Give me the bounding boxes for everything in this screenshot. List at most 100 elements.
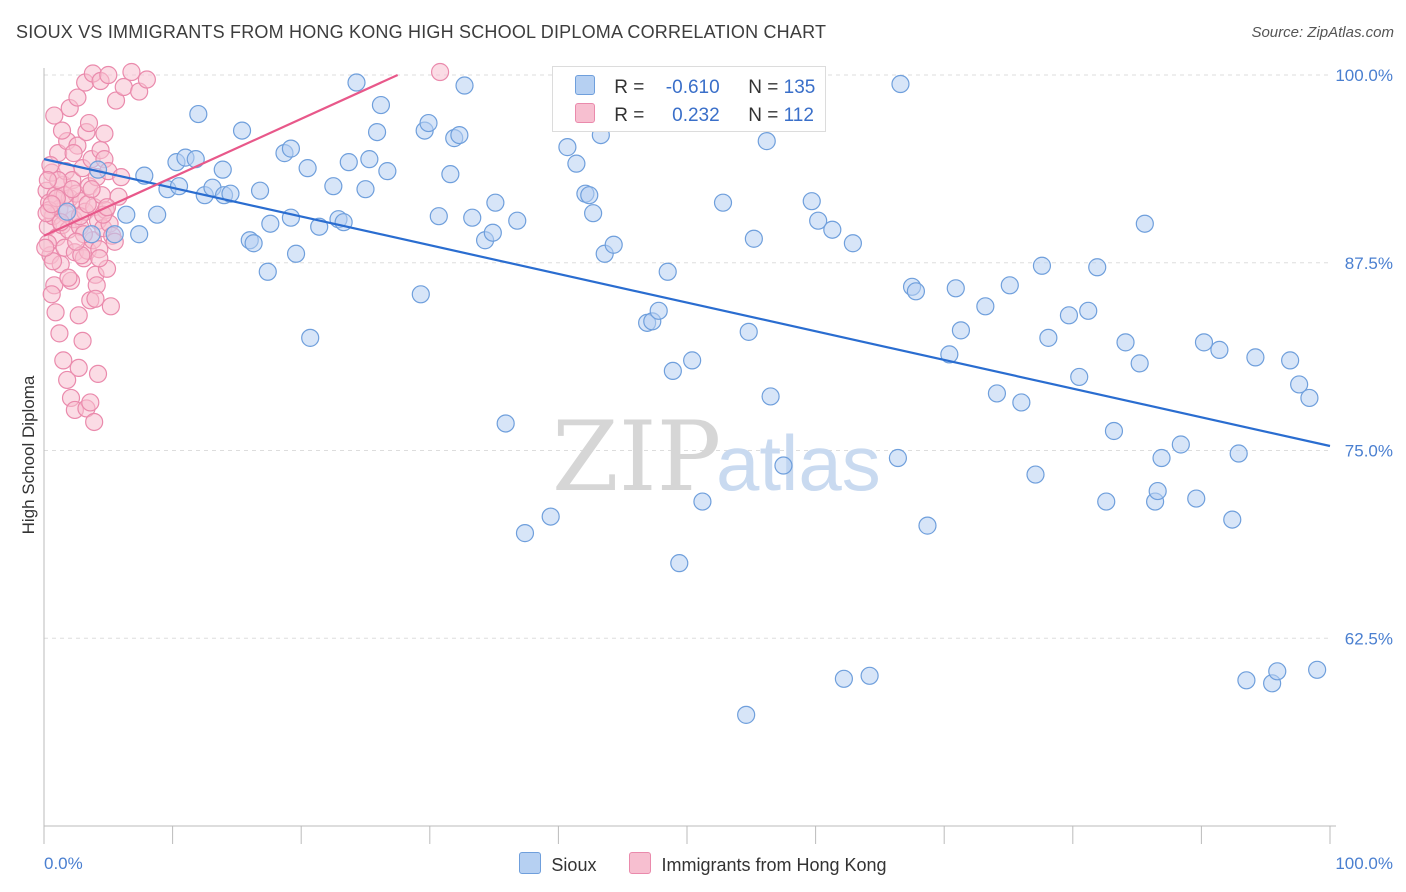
sioux-point xyxy=(378,162,397,181)
hk-swatch xyxy=(575,103,595,123)
sioux-point xyxy=(918,516,937,535)
sioux-point xyxy=(360,150,379,169)
series-sioux-points xyxy=(58,73,1327,724)
hk-point xyxy=(64,144,83,163)
hk-point xyxy=(86,289,105,308)
sioux-point xyxy=(1237,671,1256,690)
hk-point xyxy=(106,91,126,110)
y-tick-label: 75.0% xyxy=(1345,442,1393,461)
hk-point xyxy=(69,306,88,325)
hk-point xyxy=(58,370,77,390)
trendlines xyxy=(43,74,1331,448)
hk-point xyxy=(36,238,55,257)
hk-point xyxy=(95,124,114,143)
sioux-point xyxy=(843,234,862,253)
hk-point xyxy=(90,249,109,268)
x-tick-label: 100.0% xyxy=(1335,854,1393,873)
sioux-point xyxy=(744,229,763,248)
sioux-point xyxy=(250,181,270,200)
sioux-point xyxy=(148,205,167,224)
sioux-point xyxy=(169,177,189,196)
sioux-point xyxy=(1152,448,1171,468)
sioux-point xyxy=(486,193,505,212)
hk-point xyxy=(45,106,64,125)
sioux-point xyxy=(258,262,277,281)
sioux-point xyxy=(649,301,668,320)
sioux-point xyxy=(987,384,1007,403)
hk-swatch xyxy=(629,852,652,874)
sioux-point xyxy=(367,122,387,142)
chart-title: SIOUX VS IMMIGRANTS FROM HONG KONG HIGH … xyxy=(16,22,827,42)
sioux-point xyxy=(429,207,448,226)
sioux-point xyxy=(419,113,438,133)
sioux-point xyxy=(1281,351,1300,370)
legend-item-hk: Immigrants from Hong Kong xyxy=(629,852,887,876)
sioux-point xyxy=(298,159,317,178)
series-legend: Sioux Immigrants from Hong Kong xyxy=(0,852,1406,876)
sioux-point xyxy=(1135,214,1154,233)
series-hk-points xyxy=(36,62,450,432)
hk-point xyxy=(73,331,92,350)
sioux-point xyxy=(809,211,828,230)
sioux-point xyxy=(515,524,535,543)
sioux-point xyxy=(1246,348,1265,367)
sioux-point xyxy=(324,177,343,196)
legend-n-label: N = xyxy=(748,77,779,98)
sioux-point xyxy=(301,328,320,347)
sioux-point xyxy=(860,666,879,685)
sioux-point xyxy=(774,456,793,475)
sioux-point xyxy=(658,262,677,281)
sioux-point xyxy=(371,95,391,115)
y-tick-label: 100.0% xyxy=(1335,66,1393,85)
sioux-point xyxy=(508,211,527,230)
sioux-point xyxy=(1300,388,1319,408)
sioux-point xyxy=(483,223,502,242)
sioux-point xyxy=(604,235,623,254)
trendline-sioux xyxy=(43,158,1331,448)
sioux-point xyxy=(888,448,908,468)
trendline-hk xyxy=(43,74,399,237)
hk-point xyxy=(54,351,73,370)
hk-point xyxy=(101,297,120,316)
legend-row-sioux: R = -0.610 N = 135 xyxy=(575,75,815,103)
sioux-point xyxy=(1000,276,1019,295)
sioux-point xyxy=(761,387,780,406)
legend-n-value: 135 xyxy=(783,77,816,98)
sioux-point xyxy=(1229,444,1248,463)
sioux-point xyxy=(339,153,358,172)
sioux-point xyxy=(1088,258,1107,277)
sioux-point xyxy=(1079,301,1098,320)
x-tick-label: 0.0% xyxy=(44,854,83,873)
sioux-point xyxy=(1097,492,1116,511)
legend-label-sioux: Sioux xyxy=(551,855,597,875)
hk-point xyxy=(122,62,141,82)
sioux-point xyxy=(1104,421,1124,441)
sioux-point xyxy=(1148,481,1167,501)
sioux-point xyxy=(580,186,599,205)
sioux-point xyxy=(946,279,965,298)
hk-point xyxy=(63,180,82,199)
legend-n-value: 112 xyxy=(783,105,814,126)
sioux-point xyxy=(221,184,240,203)
sioux-point xyxy=(1032,256,1052,275)
hk-point xyxy=(82,180,101,199)
hk-point xyxy=(52,121,72,140)
y-tick-label: 87.5% xyxy=(1345,254,1393,273)
hk-point xyxy=(67,232,86,251)
sioux-point xyxy=(455,76,474,95)
sioux-point xyxy=(584,204,603,223)
sioux-point xyxy=(411,285,430,304)
sioux-point xyxy=(286,244,306,263)
hk-point xyxy=(137,70,156,89)
sioux-point xyxy=(906,282,926,301)
legend-label-hk: Immigrants from Hong Kong xyxy=(661,855,887,875)
sioux-point xyxy=(105,225,124,244)
sioux-point xyxy=(1268,662,1287,681)
hk-point xyxy=(88,364,108,384)
sioux-point xyxy=(541,507,560,526)
sioux-swatch xyxy=(519,852,542,874)
sioux-point xyxy=(737,705,756,724)
hk-point xyxy=(42,285,61,304)
chart-source: Source: ZipAtlas.com xyxy=(1251,24,1394,41)
